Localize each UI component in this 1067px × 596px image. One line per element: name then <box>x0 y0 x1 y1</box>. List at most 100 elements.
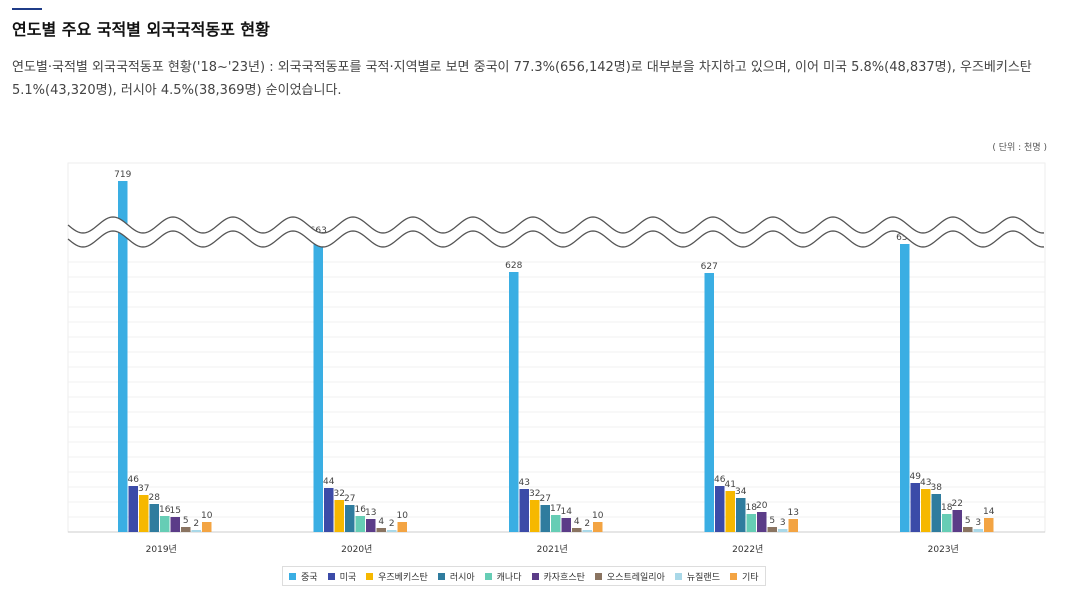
bar <box>715 486 725 532</box>
data-label: 5 <box>769 516 775 526</box>
legend-item: 기타 <box>730 570 759 583</box>
legend-label: 오스트레일리아 <box>606 572 665 583</box>
bar <box>118 181 128 532</box>
bar <box>942 514 952 532</box>
data-label: 3 <box>780 518 786 528</box>
data-label: 15 <box>170 506 181 516</box>
data-label: 627 <box>701 262 718 272</box>
legend-item: 오스트레일리아 <box>594 570 665 583</box>
bar <box>160 516 170 532</box>
bar <box>387 530 397 532</box>
data-label: 34 <box>735 487 747 497</box>
bar <box>736 498 746 532</box>
legend-item: 러시아 <box>437 570 475 583</box>
legend-label: 기타 <box>742 572 759 583</box>
bar <box>746 514 756 532</box>
legend-label: 캐나다 <box>496 572 522 583</box>
x-tick-label: 2023년 <box>928 544 959 555</box>
bar <box>191 530 201 532</box>
data-label: 3 <box>975 518 981 528</box>
bar <box>582 530 592 532</box>
bar <box>704 273 714 532</box>
x-tick-label: 2019년 <box>146 544 177 555</box>
data-label: 656 <box>896 233 913 243</box>
bar <box>767 527 777 532</box>
bar <box>202 522 212 532</box>
bar <box>561 518 571 532</box>
legend-swatch <box>484 572 492 580</box>
bar <box>313 237 323 532</box>
data-label: 16 <box>159 505 171 515</box>
bar <box>593 522 603 532</box>
data-label: 27 <box>344 494 355 504</box>
axis-break-line <box>67 216 1044 234</box>
data-label: 46 <box>128 475 140 485</box>
page-title: 연도별 주요 국적별 외국국적동포 현황 <box>12 20 270 39</box>
data-label: 4 <box>574 517 580 527</box>
data-label: 10 <box>397 511 409 521</box>
data-label: 22 <box>952 499 963 509</box>
data-label: 10 <box>592 511 604 521</box>
legend-swatch <box>730 572 737 580</box>
unit-label: ( 단위 : 천명 ) <box>992 143 1047 153</box>
bar <box>551 515 561 532</box>
bar <box>984 518 994 532</box>
data-label: 27 <box>540 494 551 504</box>
bar <box>345 505 355 532</box>
data-label: 663 <box>310 226 327 236</box>
data-label: 32 <box>334 489 345 499</box>
legend-swatch <box>366 572 374 580</box>
data-label: 14 <box>983 507 995 517</box>
data-label: 18 <box>746 503 758 513</box>
data-label: 18 <box>941 503 953 513</box>
bar <box>139 495 149 532</box>
axis-break-line <box>67 230 1044 248</box>
bar <box>149 504 159 532</box>
data-label: 32 <box>529 489 540 499</box>
data-label: 46 <box>714 475 726 485</box>
legend-swatch <box>327 572 335 580</box>
bar <box>757 512 767 532</box>
legend-label: 우즈베키스탄 <box>378 572 428 583</box>
data-label: 43 <box>519 478 530 488</box>
bar <box>921 489 931 532</box>
bar <box>334 500 344 532</box>
legend-swatch <box>289 572 296 580</box>
legend-label: 중국 <box>301 572 318 583</box>
data-label: 10 <box>201 511 213 521</box>
legend-swatch <box>437 572 445 580</box>
legend-item: 뉴질랜드 <box>674 570 720 583</box>
data-label: 28 <box>149 493 161 503</box>
data-label: 41 <box>725 480 736 490</box>
legend-label: 미국 <box>339 572 357 583</box>
legend-swatch <box>594 572 602 580</box>
bar <box>778 529 788 532</box>
data-label: 5 <box>183 516 189 526</box>
data-label: 628 <box>505 261 522 271</box>
legend-item: 카자흐스탄 <box>531 570 585 583</box>
data-label: 719 <box>114 170 131 180</box>
bar <box>128 486 138 532</box>
description-text: 연도별·국적별 외국국적동포 현황('18~'23년) : 외국국적동포를 국적… <box>12 60 1032 98</box>
data-label: 13 <box>788 508 799 518</box>
legend-label: 러시아 <box>449 572 475 583</box>
bar <box>509 272 519 532</box>
data-label: 4 <box>378 517 384 527</box>
bar <box>324 488 334 532</box>
bar <box>973 529 983 532</box>
bar <box>397 522 407 532</box>
legend-label: 뉴질랜드 <box>686 572 720 583</box>
bar <box>519 489 529 532</box>
bar <box>910 483 920 532</box>
bar <box>366 519 376 532</box>
data-label: 2 <box>193 519 199 529</box>
bar <box>900 244 910 532</box>
title-accent-line <box>12 8 42 10</box>
legend-label: 카자흐스탄 <box>543 572 585 583</box>
legend-swatch <box>674 572 682 580</box>
axis-break-band <box>68 217 1045 247</box>
data-label: 43 <box>920 478 931 488</box>
bar <box>170 517 180 532</box>
bar <box>181 527 191 532</box>
